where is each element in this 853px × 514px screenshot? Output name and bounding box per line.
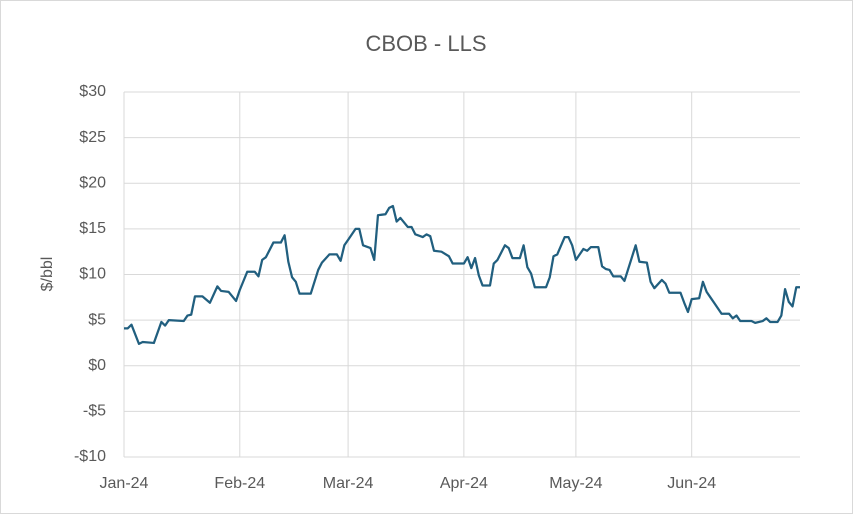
y-tick-label: -$5	[83, 403, 106, 420]
data-line	[124, 204, 800, 345]
x-tick-label: Mar-24	[323, 475, 374, 492]
y-tick-label: $5	[88, 311, 106, 328]
y-tick-label: $25	[79, 129, 106, 146]
x-tick-label: Jun-24	[667, 475, 716, 492]
x-tick-label: Apr-24	[440, 475, 488, 492]
chart-title: CBOB - LLS	[365, 31, 486, 56]
y-axis-label: $/bbl	[39, 257, 56, 292]
x-tick-label: May-24	[549, 475, 602, 492]
y-tick-label: $15	[79, 220, 106, 237]
x-tick-label: Feb-24	[214, 475, 265, 492]
y-tick-label: $30	[79, 83, 106, 100]
y-tick-label: $20	[79, 174, 106, 191]
y-tick-label: $0	[88, 357, 106, 374]
x-tick-label: Jan-24	[100, 475, 149, 492]
y-tick-label: -$10	[74, 448, 106, 465]
y-tick-label: $10	[79, 266, 106, 283]
